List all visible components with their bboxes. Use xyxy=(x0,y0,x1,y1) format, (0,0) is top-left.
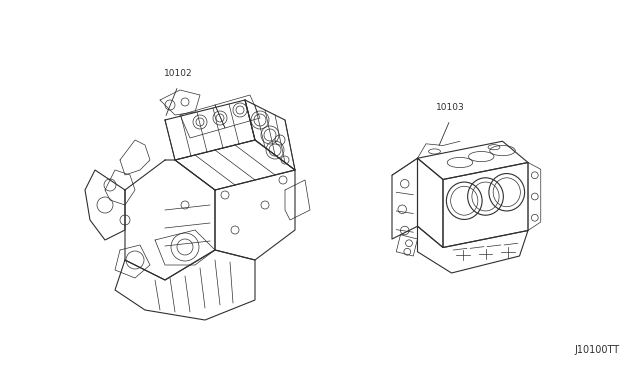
Text: 10103: 10103 xyxy=(436,103,465,112)
Text: J10100TT: J10100TT xyxy=(575,345,620,355)
Text: 10102: 10102 xyxy=(164,69,192,78)
